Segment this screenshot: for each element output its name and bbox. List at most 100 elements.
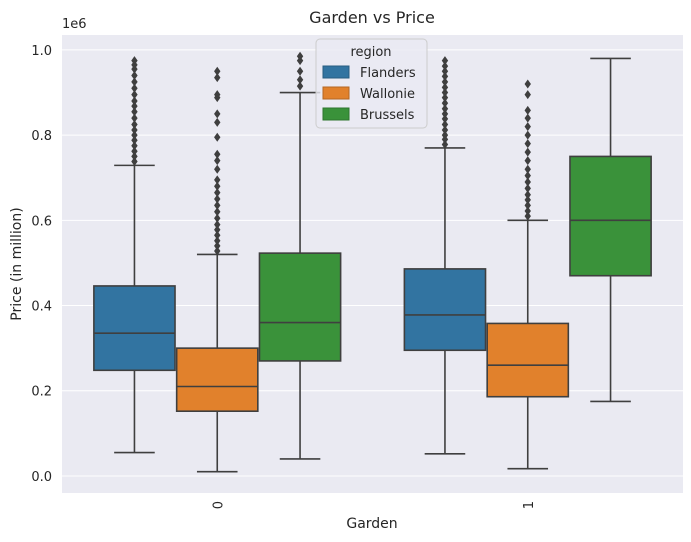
- outlier-point: [214, 188, 221, 198]
- legend-entry: Flanders: [360, 66, 416, 81]
- outlier-point: [131, 130, 138, 140]
- outlier-point: [524, 183, 531, 193]
- outlier-point: [441, 109, 449, 119]
- box-group: [175, 66, 259, 473]
- outlier-point: [524, 164, 531, 174]
- outlier-point: [441, 66, 449, 76]
- outlier-point: [131, 83, 138, 93]
- outlier-point: [524, 195, 531, 205]
- legend-swatch: [322, 65, 350, 79]
- box-iqr: [175, 347, 259, 412]
- outlier-point: [131, 141, 138, 151]
- box-group: [486, 79, 570, 470]
- outlier-point: [214, 241, 221, 251]
- box-group: [569, 57, 652, 403]
- legend-entry: Brussels: [360, 108, 415, 123]
- outlier-point: [524, 200, 531, 210]
- outlier-point: [524, 79, 531, 89]
- outlier-point: [131, 113, 138, 123]
- y-tick-label: 0.0: [31, 470, 52, 485]
- outlier-point: [296, 66, 304, 76]
- outlier-point: [131, 56, 138, 66]
- outlier-point: [524, 130, 531, 140]
- outlier-point: [524, 190, 531, 200]
- outlier-point: [441, 61, 449, 71]
- outlier-point: [131, 101, 138, 111]
- legend-swatch: [322, 86, 350, 100]
- outlier-point: [296, 51, 304, 61]
- outlier-point: [131, 77, 138, 87]
- outlier-point: [524, 122, 531, 132]
- legend-swatch: [322, 107, 350, 121]
- y-axis-label: Price (in million): [9, 207, 25, 320]
- y-tick-label: 0.6: [31, 214, 52, 229]
- outlier-point: [131, 96, 138, 106]
- outlier-point: [441, 56, 449, 66]
- outlier-point: [214, 90, 221, 100]
- x-tick-label: 1: [522, 501, 537, 509]
- y-offset-label: 1e6: [62, 17, 87, 32]
- outlier-point: [214, 213, 221, 223]
- outlier-point: [441, 82, 449, 92]
- outlier-point: [131, 135, 138, 145]
- outlier-point: [214, 220, 221, 230]
- outlier-point: [214, 194, 221, 204]
- box-iqr: [403, 268, 487, 352]
- y-tick-label: 0.8: [31, 129, 52, 144]
- outlier-point: [524, 147, 531, 157]
- x-axis-label: Garden: [346, 516, 397, 532]
- outlier-point: [214, 236, 221, 246]
- box-iqr: [486, 322, 570, 398]
- outlier-point: [131, 151, 138, 161]
- outlier-point: [441, 98, 449, 108]
- y-tick-label: 0.4: [31, 300, 52, 315]
- legend-items: Flanders Wallonie Brussels: [322, 65, 416, 123]
- x-tick-label: 0: [211, 501, 226, 509]
- outlier-point: [131, 70, 138, 80]
- outlier-point: [214, 66, 221, 76]
- outlier-point: [441, 77, 449, 87]
- outlier-point: [131, 119, 138, 129]
- outlier-point: [131, 146, 138, 156]
- outlier-point: [441, 125, 449, 135]
- outlier-point: [131, 90, 138, 100]
- outlier-point: [214, 156, 221, 166]
- outlier-point: [214, 225, 221, 235]
- outlier-point: [441, 88, 449, 98]
- outlier-point: [524, 139, 531, 149]
- y-tick-label: 1.0: [31, 44, 52, 59]
- outlier-point: [441, 71, 449, 81]
- outlier-point: [524, 206, 531, 216]
- outlier-point: [441, 114, 449, 124]
- outlier-point: [524, 113, 531, 123]
- outlier-point: [441, 130, 449, 140]
- outlier-point: [441, 104, 449, 114]
- y-tick-label: 0.2: [31, 385, 52, 400]
- outlier-point: [524, 211, 531, 221]
- outlier-point: [524, 171, 531, 181]
- outlier-point: [524, 90, 531, 100]
- outlier-point: [214, 181, 221, 191]
- outlier-point: [524, 156, 531, 166]
- box-iqr: [258, 252, 342, 362]
- outlier-point: [214, 164, 221, 174]
- boxes: [93, 51, 652, 473]
- box-group: [258, 51, 342, 460]
- outlier-point: [524, 177, 531, 187]
- legend-title: region: [350, 45, 391, 60]
- legend-frame: [315, 38, 428, 129]
- box-group: [93, 56, 176, 454]
- legend: region Flanders Wallonie Brussels: [315, 38, 428, 129]
- box-group: [403, 56, 487, 455]
- y-tick-labels: 0.0 0.2 0.4 0.6 0.8 1.0: [31, 44, 52, 485]
- outlier-point: [131, 125, 138, 135]
- outlier-point: [214, 109, 221, 119]
- outlier-point: [214, 200, 221, 210]
- outlier-point: [296, 75, 304, 85]
- outlier-point: [524, 105, 531, 115]
- outlier-point: [214, 246, 221, 256]
- outlier-point: [441, 93, 449, 103]
- legend-entry: Wallonie: [360, 87, 415, 102]
